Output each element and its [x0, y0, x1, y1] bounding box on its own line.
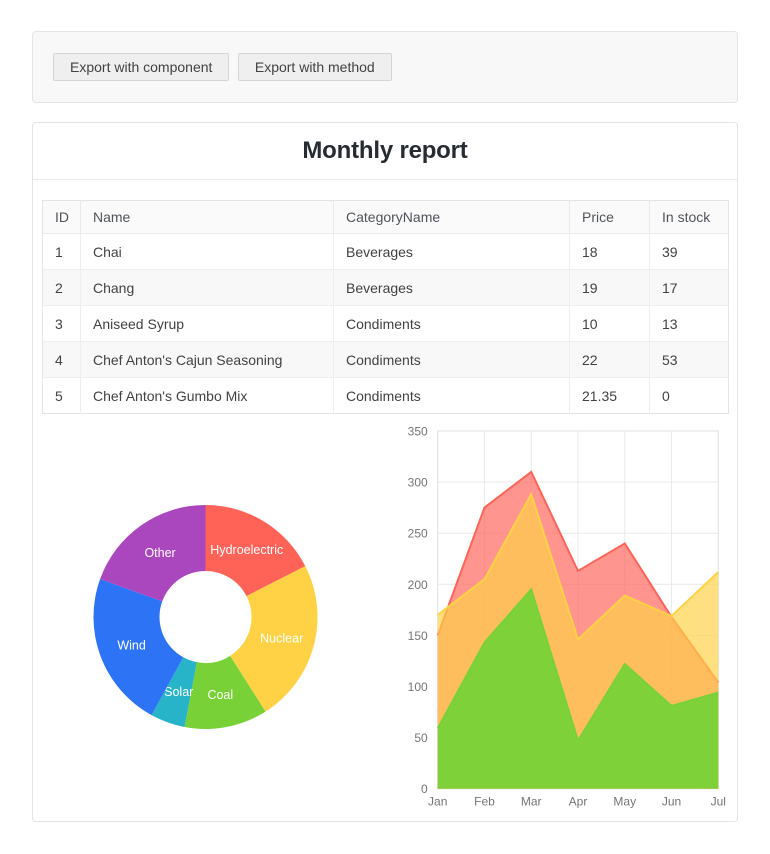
table-cell: Beverages [333, 269, 570, 306]
table-head: ID Name CategoryName Price In stock [42, 200, 729, 234]
table-cell: 22 [569, 341, 650, 378]
pie-slice-hydroelectric[interactable] [205, 505, 306, 597]
report-card: Monthly report ID Name CategoryName Price In… [32, 122, 738, 822]
page-title: Monthly report [302, 137, 468, 164]
table-cell: 13 [649, 305, 729, 342]
pie-slice-label: Coal [207, 688, 233, 702]
x-axis-label: Feb [474, 795, 495, 809]
x-axis-label: Jul [711, 795, 726, 809]
header-cell-price: Price [569, 200, 650, 234]
y-axis-label: 350 [408, 425, 428, 439]
products-grid: ID Name CategoryName Price In stock 1 Chai Bev… [42, 200, 729, 414]
table-cell: 17 [649, 269, 729, 306]
area-series-green-line [436, 587, 719, 744]
charts-canvas: Hydroelectric Nuclear Coal Solar Wind Other 0 5… [93, 425, 726, 809]
table-cell: 2 [42, 269, 81, 306]
pie-slice-nuclear[interactable] [230, 566, 318, 712]
pie-slice-label: Nuclear [260, 631, 303, 645]
y-axis-label: 250 [408, 527, 428, 541]
table-cell: 21.35 [569, 377, 650, 414]
table-cell: Condiments [333, 305, 570, 342]
x-axis-label: Jun [662, 795, 681, 809]
y-axis-label: 50 [414, 731, 428, 745]
table-cell: 0 [649, 377, 729, 414]
table-cell: 19 [569, 269, 650, 306]
table-header-row: ID Name CategoryName Price In stock [42, 200, 729, 234]
table-row: 5 Chef Anton's Gumbo Mix Condiments 21.35 0 [42, 377, 729, 414]
table-row: 1 Chai Beverages 18 39 [42, 233, 729, 270]
table-cell: 4 [42, 341, 81, 378]
table-cell: Aniseed Syrup [80, 305, 334, 342]
pie-slice-wind[interactable] [93, 579, 184, 716]
table-cell: 53 [649, 341, 729, 378]
x-axis-label: Mar [521, 795, 542, 809]
table-cell: 39 [649, 233, 729, 270]
y-axis-label: 0 [421, 782, 428, 796]
y-axis-label: 200 [408, 578, 428, 592]
table-row: 3 Aniseed Syrup Condiments 10 13 [42, 305, 729, 342]
products-table: ID Name CategoryName Price In stock 1 Chai Bev… [42, 200, 729, 414]
y-axis-label: 300 [408, 476, 428, 490]
export-with-component-button[interactable]: Export with component [53, 53, 230, 81]
table-cell: Chai [80, 233, 334, 270]
pie-slice-label: Other [144, 546, 175, 560]
table-cell: 1 [42, 233, 81, 270]
table-cell: 18 [569, 233, 650, 270]
y-axis-label: 150 [408, 629, 428, 643]
x-axis-label: Jan [428, 795, 447, 809]
area-series-green [437, 589, 719, 789]
table-cell: 10 [569, 305, 650, 342]
x-axis-label: May [613, 795, 636, 809]
table-cell: Condiments [333, 341, 570, 378]
header-cell-categoryname: CategoryName [333, 200, 570, 234]
table-row: 2 Chang Beverages 19 17 [42, 269, 729, 306]
y-axis-label: 100 [408, 680, 428, 694]
report-title-block: Monthly report [33, 123, 737, 180]
charts-area: Hydroelectric Nuclear Coal Solar Wind Other 0 5… [33, 423, 737, 823]
table-cell: Chef Anton's Gumbo Mix [80, 377, 334, 414]
header-cell-in-stock: In stock [649, 200, 729, 234]
pie-slice-coal[interactable] [184, 655, 266, 729]
header-cell-id: ID [42, 200, 81, 234]
pie-slice-label: Wind [117, 638, 146, 652]
table-cell: 5 [42, 377, 81, 414]
pie-slice-label: Solar [164, 685, 193, 699]
table-cell: Condiments [333, 377, 570, 414]
pie-slice-solar[interactable] [151, 657, 197, 728]
table-cell: Beverages [333, 233, 570, 270]
table-row: 4 Chef Anton's Cajun Seasoning Condiments 2… [42, 341, 729, 378]
table-cell: Chef Anton's Cajun Seasoning [80, 341, 334, 378]
area-series-yellow-line [437, 491, 719, 642]
table-body: 1 Chai Beverages 18 39 2 Chang Beverages 19 17 3 An… [42, 233, 729, 414]
x-axis-label: Apr [569, 795, 588, 809]
table-cell: 3 [42, 305, 81, 342]
export-with-method-button[interactable]: Export with method [237, 53, 392, 81]
export-toolbar: Export with component Export with method [32, 31, 738, 103]
pie-slice-other[interactable] [100, 505, 206, 602]
header-cell-name: Name [80, 200, 334, 234]
pie-slice-label: Hydroelectric [210, 543, 283, 557]
table-cell: Chang [80, 269, 334, 306]
